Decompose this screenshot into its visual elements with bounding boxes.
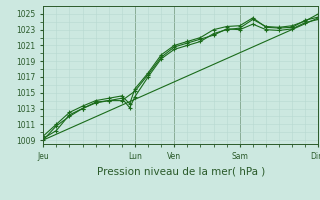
- X-axis label: Pression niveau de la mer( hPa ): Pression niveau de la mer( hPa ): [97, 166, 265, 176]
